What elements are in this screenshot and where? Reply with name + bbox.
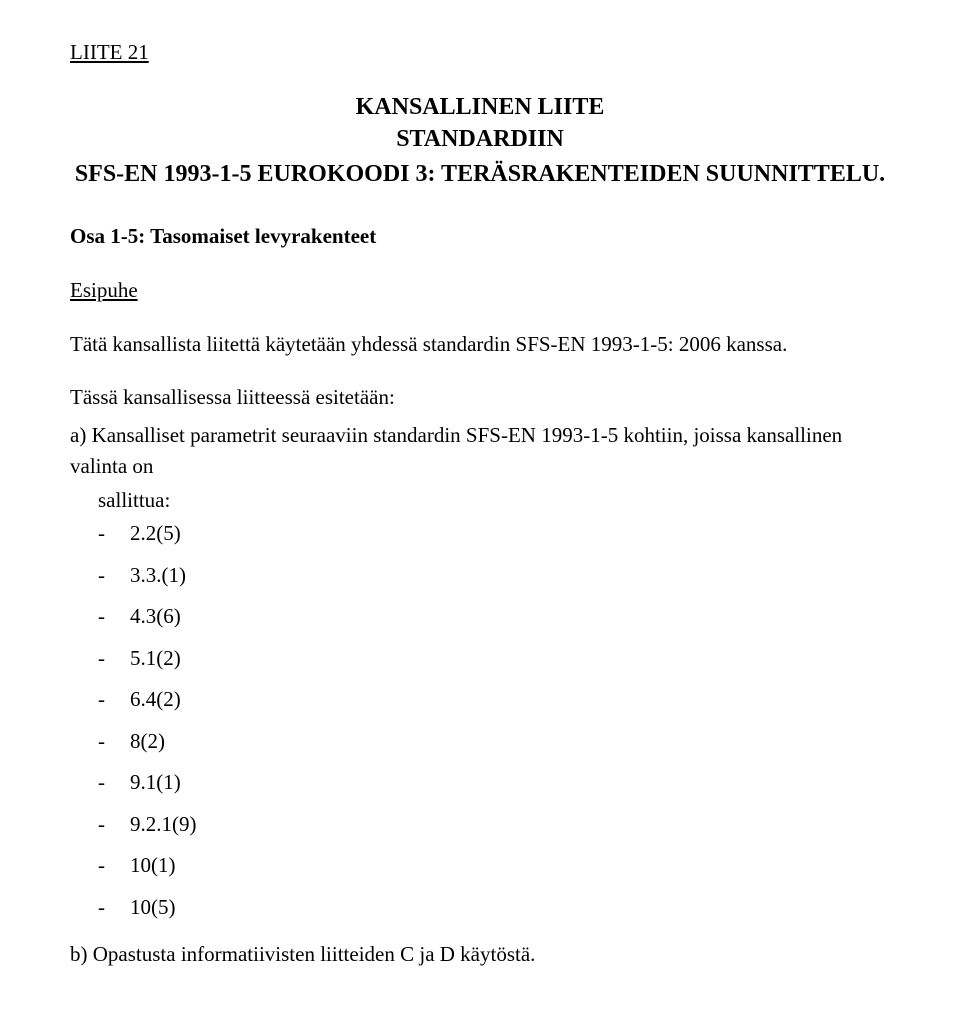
- esipuhe-heading: Esipuhe: [70, 275, 890, 307]
- list-item-text: 3.3.(1): [130, 560, 890, 592]
- list-item-text: 10(5): [130, 892, 890, 924]
- list-item: - 9.2.1(9): [70, 809, 890, 841]
- list-item: - 5.1(2): [70, 643, 890, 675]
- list-item: - 9.1(1): [70, 767, 890, 799]
- intro-paragraph: Tätä kansallista liitettä käytetään yhde…: [70, 329, 890, 361]
- list-item-text: 8(2): [130, 726, 890, 758]
- list-item-text: 9.1(1): [130, 767, 890, 799]
- list-item: - 10(1): [70, 850, 890, 882]
- dash-bullet: -: [70, 684, 130, 716]
- dash-bullet: -: [70, 767, 130, 799]
- list-item: - 8(2): [70, 726, 890, 758]
- list-item: - 6.4(2): [70, 684, 890, 716]
- dash-bullet: -: [70, 726, 130, 758]
- list-item: - 3.3.(1): [70, 560, 890, 592]
- list-intro: Tässä kansallisessa liitteessä esitetään…: [70, 382, 890, 414]
- title-line-2: STANDARDIIN: [70, 123, 890, 155]
- list-item: - 10(5): [70, 892, 890, 924]
- list-item: - 2.2(5): [70, 518, 890, 550]
- title-block: KANSALLINEN LIITE STANDARDIIN SFS-EN 199…: [70, 91, 890, 190]
- dash-bullet: -: [70, 892, 130, 924]
- subtitle: Osa 1-5: Tasomaiset levyrakenteet: [70, 224, 890, 249]
- section-a-lead: a) Kansalliset parametrit seuraaviin sta…: [70, 420, 890, 483]
- dash-bullet: -: [70, 643, 130, 675]
- list-item-text: 9.2.1(9): [130, 809, 890, 841]
- dash-bullet: -: [70, 850, 130, 882]
- dash-bullet: -: [70, 601, 130, 633]
- document-label: LIITE 21: [70, 40, 890, 65]
- title-line-1: KANSALLINEN LIITE: [70, 91, 890, 123]
- section-a-list: - 2.2(5) - 3.3.(1) - 4.3(6) - 5.1(2) - 6…: [70, 518, 890, 923]
- list-item-text: 6.4(2): [130, 684, 890, 716]
- list-item-text: 2.2(5): [130, 518, 890, 550]
- dash-bullet: -: [70, 809, 130, 841]
- dash-bullet: -: [70, 518, 130, 550]
- dash-bullet: -: [70, 560, 130, 592]
- list-item-text: 4.3(6): [130, 601, 890, 633]
- list-item-text: 5.1(2): [130, 643, 890, 675]
- section-b: b) Opastusta informatiivisten liitteiden…: [70, 939, 890, 971]
- list-item-text: 10(1): [130, 850, 890, 882]
- section-a-lead2: sallittua:: [70, 485, 890, 517]
- title-line-3: SFS-EN 1993-1-5 EUROKOODI 3: TERÄSRAKENT…: [70, 158, 890, 190]
- list-item: - 4.3(6): [70, 601, 890, 633]
